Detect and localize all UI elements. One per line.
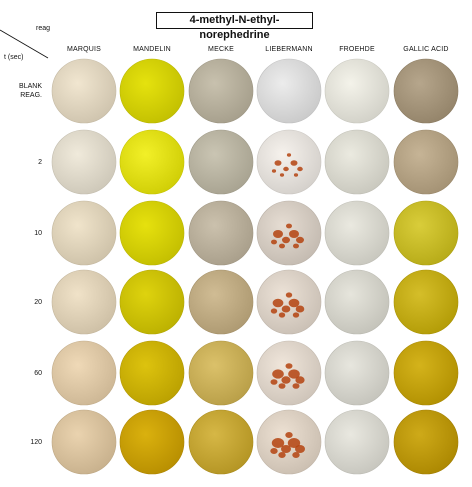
spot-well-liebermann bbox=[256, 340, 322, 406]
column-header-mandelin: MANDELIN bbox=[133, 46, 171, 53]
spot-well-marquis bbox=[51, 340, 117, 406]
row-label: BLANK REAG. bbox=[19, 83, 42, 99]
spot-well-froehde bbox=[324, 409, 390, 475]
spot-well-froehde bbox=[324, 129, 390, 195]
spot-well-froehde bbox=[324, 58, 390, 124]
spot-well-mandelin bbox=[119, 269, 185, 335]
spot-well-marquis bbox=[51, 129, 117, 195]
spot-well-froehde bbox=[324, 200, 390, 266]
spot-well-liebermann bbox=[256, 58, 322, 124]
spot-well-mandelin bbox=[119, 200, 185, 266]
page-title: 4-methyl-N-ethyl-norephedrine bbox=[156, 12, 313, 41]
spot-well-mandelin bbox=[119, 58, 185, 124]
row-label: 10 bbox=[34, 230, 42, 237]
spot-well-gallic-acid bbox=[393, 200, 459, 266]
spot-well-mecke bbox=[188, 340, 254, 406]
spot-well-liebermann bbox=[256, 200, 322, 266]
column-header-froehde: FROEHDE bbox=[339, 46, 375, 53]
time-axis-label: t (sec) bbox=[4, 54, 24, 61]
spot-well-gallic-acid bbox=[393, 269, 459, 335]
column-header-gallic-acid: GALLIC ACID bbox=[403, 46, 449, 53]
column-header-marquis: MARQUIS bbox=[66, 46, 102, 53]
spot-well-mandelin bbox=[119, 129, 185, 195]
spot-well-gallic-acid bbox=[393, 129, 459, 195]
spot-well-liebermann bbox=[256, 129, 322, 195]
spot-well-mandelin bbox=[119, 340, 185, 406]
spot-well-mecke bbox=[188, 269, 254, 335]
column-header-mecke: MECKE bbox=[208, 46, 234, 53]
spot-well-mecke bbox=[188, 409, 254, 475]
spot-well-liebermann bbox=[256, 409, 322, 475]
spot-well-froehde bbox=[324, 269, 390, 335]
spot-well-gallic-acid bbox=[393, 58, 459, 124]
row-label: 60 bbox=[34, 370, 42, 377]
spot-well-gallic-acid bbox=[393, 409, 459, 475]
row-label: 2 bbox=[38, 159, 42, 166]
column-header-liebermann: LIEBERMANN bbox=[265, 46, 313, 53]
spot-well-mecke bbox=[188, 129, 254, 195]
spot-well-gallic-acid bbox=[393, 340, 459, 406]
spot-well-marquis bbox=[51, 58, 117, 124]
corner-divider bbox=[0, 29, 49, 59]
spot-well-mecke bbox=[188, 200, 254, 266]
reagent-axis-label: reag bbox=[36, 25, 51, 32]
spot-well-froehde bbox=[324, 340, 390, 406]
row-label: 20 bbox=[34, 299, 42, 306]
spot-well-marquis bbox=[51, 200, 117, 266]
spot-well-mandelin bbox=[119, 409, 185, 475]
row-label: 120 bbox=[30, 439, 42, 446]
spot-well-mecke bbox=[188, 58, 254, 124]
spot-well-liebermann bbox=[256, 269, 322, 335]
spot-well-marquis bbox=[51, 269, 117, 335]
spot-well-marquis bbox=[51, 409, 117, 475]
